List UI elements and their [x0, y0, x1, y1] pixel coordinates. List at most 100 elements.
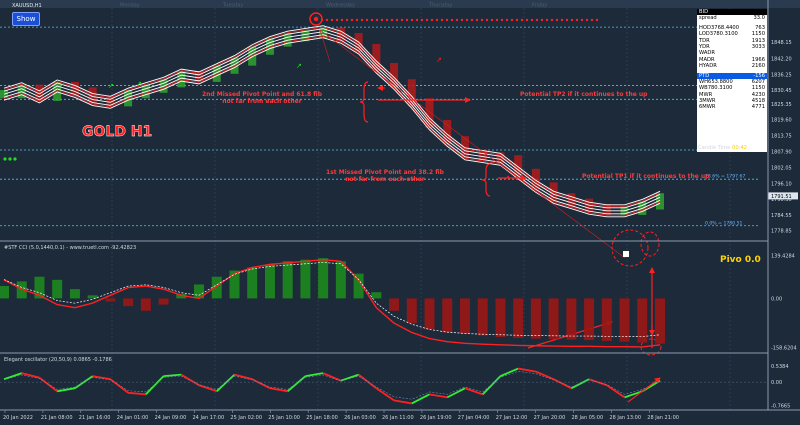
pivot-dot-green [13, 157, 17, 161]
elegant-tick: -0.7665 [771, 403, 790, 409]
candle-bar [443, 119, 452, 145]
info-key: YDR [699, 43, 710, 50]
pivot-dot [380, 18, 384, 22]
pivot-dot [365, 18, 369, 22]
candle-bar [656, 193, 664, 210]
info-key: BID [699, 9, 709, 15]
info-row: 3MWR 4518 [697, 98, 767, 104]
elegant-segment [518, 367, 537, 373]
band-line-white [3, 34, 661, 215]
info-row: WH653.8800 6207 [697, 79, 767, 85]
show-button[interactable]: Show [12, 12, 40, 26]
cci-bar [176, 293, 187, 299]
info-key: PTD [699, 72, 710, 79]
pivot-dot [440, 18, 444, 22]
pivot-dot [480, 18, 484, 22]
price-tick: 1807.90 [771, 149, 792, 155]
info-value: 1913 [751, 37, 765, 44]
info-row: 6MWR 4771 [697, 104, 767, 110]
cci-tick: 0.00 [771, 296, 782, 302]
info-key: MWR [699, 91, 713, 98]
cci-line [3, 259, 661, 348]
price-tick: 1802.05 [771, 165, 792, 171]
pivot-dot [425, 18, 429, 22]
price-tick: 1778.85 [771, 228, 792, 234]
elegant-segment [305, 372, 324, 378]
elegant-segment [92, 375, 111, 381]
pivot-dot [345, 18, 349, 22]
pivot-dot [570, 18, 574, 22]
pivot-dot [520, 18, 524, 22]
elegant-segment [411, 393, 430, 405]
pivot-dot [540, 18, 544, 22]
pivot-dot [505, 18, 509, 22]
cci-bar [459, 298, 470, 334]
info-row: HYADR 2160 [697, 63, 767, 69]
price-tick: 1836.25 [771, 72, 792, 78]
pivot-dot [355, 18, 359, 22]
elegant-segment [322, 372, 342, 382]
info-row: HOD3768.4400 763 [697, 25, 767, 31]
candle-bar [514, 155, 523, 177]
pivot-dot [555, 18, 559, 22]
cci-bar [442, 298, 453, 333]
pivot-dot [470, 18, 474, 22]
candle-bar [248, 46, 257, 66]
price-tick: 1842.20 [771, 56, 792, 62]
info-key: LOD3780.3100 [699, 31, 738, 38]
x-label: 24 Jan 09:00 [155, 415, 187, 421]
pivot-dot [530, 18, 534, 22]
pivot-dot [585, 18, 589, 22]
info-key: 3MWR [699, 98, 716, 105]
cci-bar [300, 259, 311, 299]
elegant-segment [3, 372, 23, 381]
x-label: 20 Jan 2022 [3, 415, 33, 421]
elegant-segment [180, 373, 200, 387]
cci-bar [87, 295, 98, 299]
day-label: Friday [532, 3, 547, 9]
candle-time-label: Candle Time [698, 145, 731, 151]
info-value: 1966 [751, 56, 765, 63]
highlight-circle [611, 229, 649, 267]
pivot-dot [495, 18, 499, 22]
elegant-segment [21, 372, 40, 379]
x-label: 26 Jan 11:00 [382, 415, 414, 421]
x-label: 25 Jan 02:00 [230, 415, 262, 421]
elegant-segment [535, 370, 554, 380]
info-value: 1150 [751, 31, 765, 38]
signal-arrow: ↗ [436, 56, 442, 64]
time-axis: 20 Jan 2022 21 Jan 08:00 21 Jan 16:00 24 Ja… [3, 410, 679, 421]
elegant-segment [340, 373, 359, 382]
pivot-dot [575, 18, 579, 22]
pivot-dot [435, 18, 439, 22]
annotation-tp1: Potential TP1 if it continues to the up [582, 173, 710, 180]
pivot-dot [515, 18, 519, 22]
candle-bar [390, 62, 399, 88]
cci-bar [211, 276, 222, 299]
info-row: spread 33.0 [697, 15, 767, 21]
candle-bar [407, 79, 416, 107]
cci-bar [194, 284, 205, 299]
pivot-dot [535, 18, 539, 22]
pivot-dot [390, 18, 394, 22]
price-axis: 1848.15 1842.20 1836.25 1830.45 1825.35 1819.… [768, 40, 798, 234]
pivot-dot [450, 18, 454, 22]
pivot-dot [590, 18, 594, 22]
trend-line [319, 29, 626, 259]
day-label: Thursday [428, 3, 452, 9]
candle-bar [195, 71, 204, 82]
cci-bar [140, 298, 151, 311]
cci-bar [566, 298, 577, 340]
pivot-dot [475, 18, 479, 22]
signal-arrow: ↗ [296, 62, 302, 70]
annotation-line: 1st Missed Pivot Point and 38.2 fib [326, 169, 445, 176]
pivot-dot [400, 18, 404, 22]
pivot-dot [395, 18, 399, 22]
candle-bar [478, 149, 487, 161]
elegant-panel: 0.5384 0.00 -0.7665 [0, 364, 790, 409]
cci-bar [495, 298, 506, 338]
elegant-segment [482, 375, 502, 395]
pivot-marker-center [313, 16, 319, 22]
cci-tick: -158.6204 [771, 345, 797, 351]
